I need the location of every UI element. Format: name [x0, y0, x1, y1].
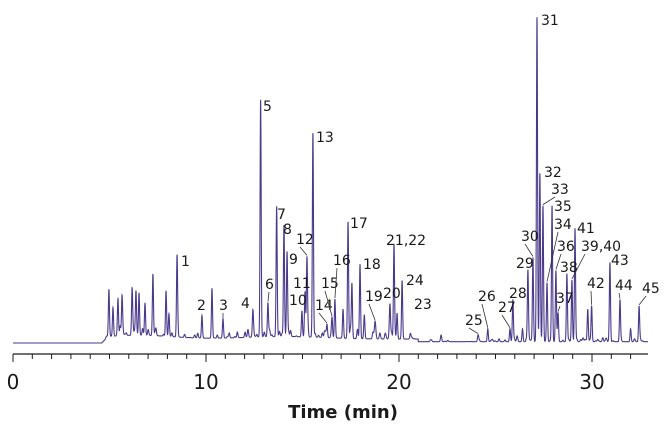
peak-label: 21,22 [386, 233, 426, 249]
peak-leader-line [334, 267, 338, 299]
peak-label: 5 [263, 99, 272, 115]
peak-label: 38 [560, 260, 578, 276]
peak-leader-line [368, 303, 376, 321]
peak-label: 28 [509, 286, 527, 302]
peak-label: 37 [556, 291, 574, 307]
peak-label: 20 [383, 286, 401, 302]
x-axis: 0 10 20 30 [7, 353, 648, 394]
x-tick-label: 20 [386, 370, 411, 394]
peak-label: 3 [219, 298, 228, 314]
peak-label: 35 [554, 199, 572, 215]
peak-leader-line [481, 303, 489, 328]
peak-label: 44 [615, 278, 633, 294]
peak-leader-line [318, 312, 328, 324]
peak-label: 34 [554, 217, 572, 233]
peak-label: 1 [181, 254, 190, 270]
peak-label: 23 [414, 297, 432, 313]
peak-leader-line [618, 292, 621, 299]
peak-label: 8 [283, 222, 292, 238]
peak-label: 27 [498, 300, 516, 316]
peak-label: 14 [315, 298, 333, 314]
peak-label: 16 [333, 253, 351, 269]
peak-label: 7 [277, 207, 286, 223]
peak-leader-line [638, 295, 647, 306]
peak-label: 18 [363, 257, 381, 273]
peak-leader-line [267, 291, 270, 302]
trace-layer [13, 17, 648, 344]
peak-leader-line [555, 253, 562, 270]
x-axis-label: Time (min) [288, 402, 398, 423]
peak-label: 36 [557, 239, 575, 255]
peak-leader-line [501, 314, 511, 328]
peak-label: 11 [293, 276, 311, 292]
peak-leader-line [590, 290, 593, 305]
chromatogram-trace [13, 17, 648, 344]
peak-label: 24 [406, 273, 424, 289]
x-tick-label: 30 [579, 370, 604, 394]
peak-leader-line [571, 253, 586, 280]
peak-label: 29 [516, 256, 534, 272]
peak-leader-line [299, 246, 308, 256]
peak-leader-line [524, 243, 534, 257]
peak-label: 2 [197, 298, 206, 314]
peak-label: 31 [541, 13, 559, 29]
peak-label: 41 [577, 221, 595, 237]
peak-label: 12 [296, 232, 314, 248]
peak-leader-line [468, 327, 479, 335]
peak-label: 32 [544, 165, 562, 181]
peak-label: 26 [478, 289, 496, 305]
peak-label: 15 [321, 276, 339, 292]
peak-label: 6 [265, 277, 274, 293]
peak-label: 42 [587, 276, 605, 292]
peak-label: 19 [365, 289, 383, 305]
peak-label: 25 [465, 313, 483, 329]
peak-leader-line [557, 305, 561, 312]
x-tick-label: 10 [193, 370, 218, 394]
peak-leader-line [542, 196, 556, 205]
peak-label: 30 [521, 229, 539, 245]
peak-label: 4 [241, 296, 250, 312]
peak-label: 9 [289, 252, 298, 268]
peak-label: 45 [642, 281, 660, 297]
peak-label: 10 [289, 293, 307, 309]
peak-leader-line [546, 231, 559, 282]
peak-label: 13 [316, 130, 334, 146]
peak-label: 17 [350, 216, 368, 232]
peak-label: 39,40 [581, 239, 621, 255]
peak-label: 33 [551, 182, 569, 198]
peak-label: 43 [611, 253, 629, 269]
peak-leader-line [324, 290, 333, 317]
x-tick-label: 0 [7, 370, 20, 394]
